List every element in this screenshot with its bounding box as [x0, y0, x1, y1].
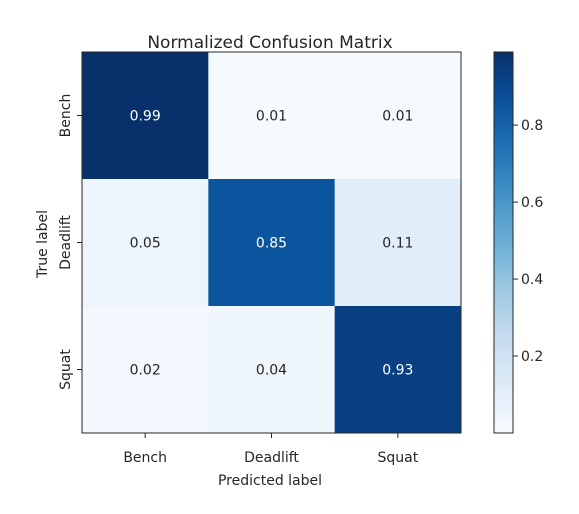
colorbar-ticks: 0.2 0.4 0.6 0.8 — [513, 118, 543, 365]
heatmap-cell-deadlift-deadlift — [208, 179, 336, 307]
heatmap-cell-squat-bench — [82, 306, 209, 434]
cell-value-label: 0.05 — [130, 236, 161, 252]
colorbar-tick-label: 0.8 — [521, 118, 543, 134]
heatmap-cell-bench-squat — [334, 52, 462, 180]
cell-value-label: 0.11 — [382, 236, 413, 252]
cell-value-label: 0.01 — [256, 109, 287, 125]
colorbar-tick-label: 0.2 — [521, 349, 543, 365]
heatmap-cell-bench-deadlift — [208, 52, 336, 180]
heatmap-cell-squat-squat — [334, 306, 462, 434]
x-tick-label-squat: Squat — [377, 450, 418, 466]
cell-value-label: 0.85 — [256, 236, 287, 252]
y-tick-label-squat: Squat — [58, 349, 74, 390]
heatmap-cell-deadlift-bench — [82, 179, 209, 307]
y-tick-label-deadlift: Deadlift — [58, 215, 74, 270]
heatmap-cell-bench-bench — [82, 52, 209, 180]
heatmap-cells — [82, 52, 462, 434]
cell-value-label: 0.04 — [256, 363, 287, 379]
heatmap-cell-squat-deadlift — [208, 306, 336, 434]
x-axis-label: Predicted label — [218, 473, 322, 489]
chart-title: Normalized Confusion Matrix — [147, 33, 392, 53]
colorbar-tick-label: 0.6 — [521, 195, 543, 211]
y-tick-label-bench: Bench — [58, 94, 74, 138]
x-tick-label-bench: Bench — [123, 450, 167, 466]
y-axis: Bench Deadlift Squat — [58, 94, 82, 390]
x-tick-label-deadlift: Deadlift — [244, 450, 299, 466]
cell-value-label: 0.93 — [382, 363, 413, 379]
colorbar-tick-label: 0.4 — [521, 272, 543, 288]
y-axis-label: True label — [35, 210, 51, 279]
cell-value-label: 0.02 — [130, 363, 161, 379]
cell-value-label: 0.01 — [382, 109, 413, 125]
x-axis: Bench Deadlift Squat — [123, 433, 419, 466]
heatmap-cell-deadlift-squat — [334, 179, 462, 307]
colorbar — [493, 51, 514, 434]
heatmap-cell-labels: 0.99 0.01 0.01 0.05 0.85 0.11 0.02 0.04 0.93 — [130, 109, 414, 379]
cell-value-label: 0.99 — [130, 109, 161, 125]
